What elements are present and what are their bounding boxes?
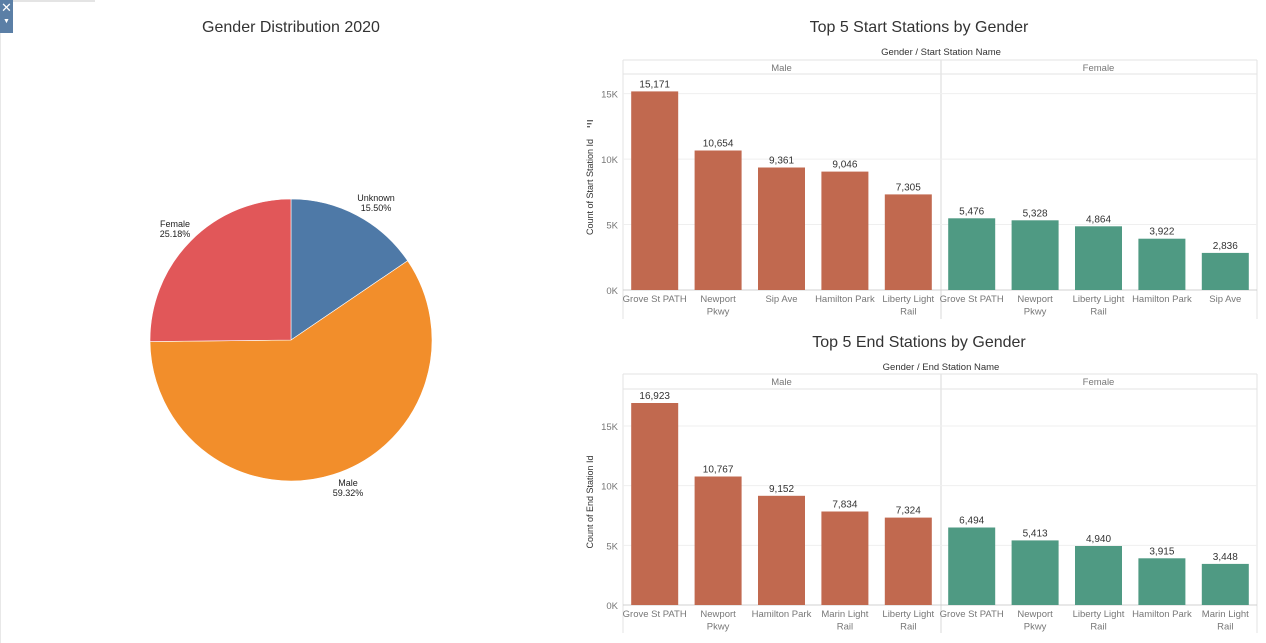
start-ytick-2: 10K <box>601 155 619 166</box>
start-bar-male-grove-st-path[interactable] <box>631 91 679 291</box>
dropdown-icon[interactable]: ▼ <box>3 18 10 25</box>
end-category-label-female-liberty-light-rail: Liberty Light Rail <box>1073 609 1125 633</box>
pie-slice-unknown[interactable] <box>290 198 409 341</box>
end-group-label-male: Male <box>771 377 792 388</box>
close-menu-button[interactable]: ✕ ▼ <box>0 0 13 33</box>
end-category-label-male-grove-st-path: Grove St PATH <box>623 609 687 620</box>
end-bar-male-grove-st-path[interactable] <box>631 403 679 605</box>
end-ytick-3: 15K <box>601 422 619 433</box>
end-category-label-female-grove-st-path: Grove St PATH <box>940 609 1004 620</box>
sort-icon[interactable] <box>587 120 593 122</box>
sort-icon[interactable] <box>587 123 592 125</box>
start-data-label-female-1: 5,328 <box>1023 208 1048 219</box>
pie-label-unknown: Unknown <box>357 193 395 203</box>
pie-slice-male[interactable] <box>149 260 433 482</box>
pie-percent-male: 59.32% <box>333 488 364 498</box>
top-border <box>0 0 95 2</box>
start-data-label-female-4: 2,836 <box>1213 241 1238 252</box>
end-data-label-male-1: 10,767 <box>703 465 734 476</box>
end-category-label-male-liberty-light-rail: Liberty Light Rail <box>882 609 934 633</box>
end-bar-female-hamilton-park[interactable] <box>1138 558 1186 605</box>
start-ytick-0: 0K <box>606 286 618 297</box>
end-bar-female-newport-pkwy[interactable] <box>1011 540 1059 605</box>
start-data-label-male-0: 15,171 <box>639 79 670 90</box>
pie-percent-unknown: 15.50% <box>361 203 392 213</box>
end-bar-female-liberty-light-rail[interactable] <box>1075 546 1122 605</box>
pie-percent-female: 25.18% <box>160 229 191 239</box>
end-category-label-male-hamilton-park: Hamilton Park <box>752 609 812 620</box>
end-data-label-female-3: 3,915 <box>1149 546 1174 557</box>
start-category-label-female-grove-st-path: Grove St PATH <box>940 294 1004 305</box>
end-data-label-female-1: 5,413 <box>1023 528 1048 539</box>
start-data-label-male-1: 10,654 <box>703 139 734 150</box>
left-border <box>0 33 1 643</box>
start-chart-header: Gender / Start Station Name <box>881 47 1001 58</box>
end-bar-male-liberty-light-rail[interactable] <box>884 517 932 605</box>
end-bar-male-newport-pkwy[interactable] <box>694 476 742 606</box>
start-category-label-female-newport-pkwy: Newport Pkwy <box>1017 294 1053 318</box>
start-category-label-male-liberty-light-rail: Liberty Light Rail <box>882 294 934 318</box>
end-data-label-male-3: 7,834 <box>832 500 857 511</box>
start-category-label-female-sip-ave: Sip Ave <box>1209 294 1241 305</box>
end-yaxis-label: Count of End Station Id <box>585 455 595 548</box>
start-bar-male-sip-ave[interactable] <box>758 167 805 291</box>
end-category-label-male-newport-pkwy: Newport Pkwy <box>700 609 736 633</box>
start-category-label-male-sip-ave: Sip Ave <box>765 294 797 305</box>
end-chart-title: Top 5 End Stations by Gender <box>812 334 1026 351</box>
end-group-label-female: Female <box>1083 377 1115 388</box>
end-data-label-female-4: 3,448 <box>1213 552 1238 563</box>
start-category-label-male-newport-pkwy: Newport Pkwy <box>700 294 736 318</box>
start-data-label-female-3: 3,922 <box>1149 227 1174 238</box>
start-bar-male-newport-pkwy[interactable] <box>694 150 742 291</box>
start-category-label-female-hamilton-park: Hamilton Park <box>1132 294 1192 305</box>
pie-label-female: Female <box>160 219 190 229</box>
end-data-label-male-2: 9,152 <box>769 484 794 495</box>
start-chart-title: Top 5 Start Stations by Gender <box>810 19 1029 36</box>
start-category-label-female-liberty-light-rail: Liberty Light Rail <box>1073 294 1125 318</box>
start-ytick-1: 5K <box>606 221 618 232</box>
end-chart-header: Gender / End Station Name <box>883 362 1000 373</box>
sort-icon[interactable] <box>587 126 590 128</box>
start-data-label-male-4: 7,305 <box>896 182 921 193</box>
start-bar-male-liberty-light-rail[interactable] <box>884 194 932 290</box>
end-bar-male-marin-light-rail[interactable] <box>821 511 869 606</box>
start-category-label-male-hamilton-park: Hamilton Park <box>815 294 875 305</box>
end-bar-male-hamilton-park[interactable] <box>758 495 805 605</box>
start-data-label-male-3: 9,046 <box>832 160 857 171</box>
end-data-label-male-4: 7,324 <box>896 506 921 517</box>
start-bar-female-newport-pkwy[interactable] <box>1011 220 1059 290</box>
end-data-label-female-0: 6,494 <box>959 516 984 527</box>
start-data-label-female-2: 4,864 <box>1086 214 1111 225</box>
end-data-label-male-0: 16,923 <box>639 391 670 402</box>
pie-slice-female[interactable] <box>149 198 292 342</box>
pie-chart-title: Gender Distribution 2020 <box>202 19 380 36</box>
start-ytick-3: 15K <box>601 90 619 101</box>
close-icon[interactable]: ✕ <box>1 0 12 15</box>
start-data-label-female-0: 5,476 <box>959 206 984 217</box>
end-bar-female-marin-light-rail[interactable] <box>1201 563 1249 605</box>
end-ytick-1: 5K <box>606 541 618 552</box>
start-bar-female-sip-ave[interactable] <box>1201 252 1249 290</box>
end-category-label-female-newport-pkwy: Newport Pkwy <box>1017 609 1053 633</box>
start-data-label-male-2: 9,361 <box>769 155 794 166</box>
start-bar-male-hamilton-park[interactable] <box>821 171 869 290</box>
start-yaxis-label: Count of Start Station Id <box>585 139 595 235</box>
end-ytick-2: 10K <box>601 482 619 493</box>
end-category-label-male-marin-light-rail: Marin Light Rail <box>821 609 868 633</box>
end-ytick-0: 0K <box>606 601 618 612</box>
start-group-label-male: Male <box>771 63 792 74</box>
pie-label-male: Male <box>338 478 358 488</box>
end-bar-female-grove-st-path[interactable] <box>948 527 996 606</box>
end-category-label-female-hamilton-park: Hamilton Park <box>1132 609 1192 620</box>
end-data-label-female-2: 4,940 <box>1086 534 1111 545</box>
start-group-label-female: Female <box>1083 63 1115 74</box>
start-bar-female-liberty-light-rail[interactable] <box>1075 226 1122 290</box>
start-bar-female-hamilton-park[interactable] <box>1138 238 1186 290</box>
end-category-label-female-marin-light-rail: Marin Light Rail <box>1202 609 1249 633</box>
start-bar-female-grove-st-path[interactable] <box>948 218 996 290</box>
start-category-label-male-grove-st-path: Grove St PATH <box>623 294 687 305</box>
